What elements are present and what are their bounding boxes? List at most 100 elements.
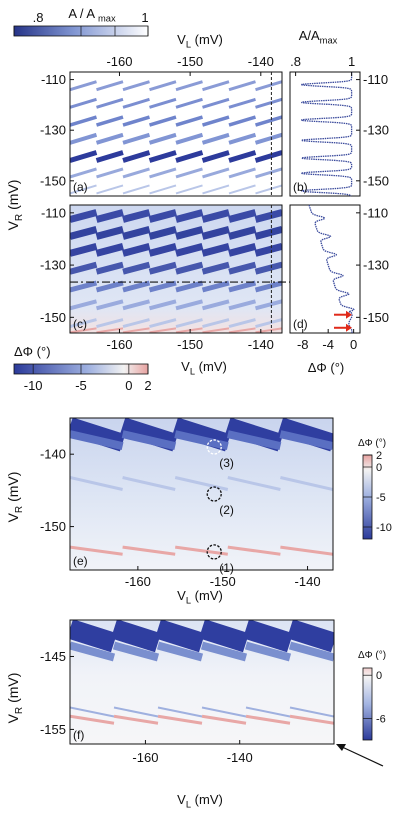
- panel-e-ridge-dark: [70, 418, 333, 452]
- panel-e-marker-label: (3): [219, 456, 234, 470]
- panel-a-tag: (a): [73, 180, 88, 194]
- panel-c-ridge: [70, 209, 282, 223]
- panel-f-pointer-arrow: [339, 745, 384, 767]
- colorbar-c-tick-label: 2: [144, 378, 151, 393]
- panel-a-background: [70, 72, 282, 196]
- colorbar-a-label: A / A max: [68, 6, 116, 24]
- panel-d-y-tick-label: -150: [363, 310, 389, 325]
- panel-c-ridge: [70, 318, 282, 329]
- panel-c-positive-ridge: [70, 327, 282, 333]
- panel-c-ridge: [70, 226, 282, 240]
- panel-d-arrow-head: [346, 323, 352, 332]
- panel-a-ridge: [70, 115, 282, 127]
- panel-a-ridge: [70, 167, 282, 179]
- panel-e-ridge-positive: [70, 545, 333, 556]
- panel-d-tag: (d): [293, 317, 308, 331]
- panel-f-ridge-positive: [70, 714, 334, 725]
- colorbar-c-tick-label: -10: [24, 378, 43, 393]
- panel-c-ridge: [70, 299, 282, 311]
- panel-d-y-tick-label: -130: [363, 258, 389, 273]
- panel-b-y-tick-label: -150: [363, 173, 389, 188]
- panels-ac-y-label: VR (mV): [5, 180, 25, 231]
- panel-f-ridge-light: [70, 706, 334, 718]
- panel-e-frame: [69, 417, 334, 571]
- panel-b-y-tick-label: -130: [363, 123, 389, 138]
- panel-e-marker-label: (1): [219, 561, 234, 575]
- panel-c-tag: (c): [73, 317, 87, 331]
- colorbar-c-label: ΔΦ (°): [14, 344, 51, 359]
- colorbar-f-tick-label: 0: [376, 670, 382, 682]
- panel-e-ridge-mid: [70, 430, 333, 450]
- panel-e-marker-label: (2): [219, 503, 234, 517]
- panel-e-x-tick-label: -160: [125, 574, 151, 589]
- panel-d-arrow-head: [346, 310, 352, 319]
- colorbar-e-tick-label: -10: [376, 522, 392, 534]
- panel-b-x-tick-label: .8: [290, 54, 301, 69]
- panel-f-frame: [69, 619, 335, 745]
- panel-a-x-tick-label: -160: [106, 54, 132, 69]
- panel-c-ridge: [70, 261, 282, 275]
- panel-f-ridge-dark: [70, 620, 334, 653]
- panel-f-y-tick-label: -145: [40, 649, 66, 664]
- panel-d-x-label: ΔΦ (°): [308, 360, 345, 375]
- panel-d-x-tick-label: -4: [322, 337, 334, 352]
- panel-b-x-tick-label: 1: [348, 54, 355, 69]
- colorbar-e-tick-label: -5: [376, 492, 386, 504]
- panel-a-x-tick-label: -150: [177, 54, 203, 69]
- panel-c-y-tick-label: -130: [40, 258, 66, 273]
- panel-e-ridge-light: [70, 476, 333, 491]
- panel-c-ridges: [70, 209, 282, 333]
- panel-c-y-tick-label: -110: [41, 205, 66, 220]
- panel-e-x-tick-label: -140: [295, 574, 321, 589]
- panel-a-ridge: [70, 150, 282, 163]
- panel-a-x-label: VL (mV): [177, 32, 223, 50]
- panel-a-ridge: [70, 80, 282, 92]
- panel-a-ridge: [70, 132, 282, 145]
- panel-b-x-label: A/Amax: [299, 28, 338, 46]
- panel-c-y-tick-label: -150: [40, 310, 66, 325]
- panel-a-ridge: [70, 97, 282, 109]
- panel-e-x-tick-label: -150: [210, 574, 236, 589]
- panel-f-y-label: VR (mV): [5, 673, 25, 724]
- panel-e-marker: [206, 544, 222, 560]
- panel-c-ridge: [70, 243, 282, 257]
- colorbar-a-tick-label: .8: [33, 10, 44, 25]
- panel-e-y-tick-label: -150: [40, 519, 66, 534]
- panel-a-y-tick-label: -150: [40, 173, 66, 188]
- colorbar-f: [362, 667, 373, 741]
- panel-f-y-tick-label: -155: [40, 722, 66, 737]
- panel-c-x-tick-label: -140: [248, 337, 274, 352]
- panel-f-ridges: [70, 620, 334, 725]
- panel-f-tag: (f): [73, 728, 84, 742]
- panel-e-y-tick-label: -140: [40, 447, 66, 462]
- panel-c-ridge: [70, 280, 282, 293]
- colorbar-a-tick-label: 1: [141, 10, 148, 25]
- panel-f-ridge-mid: [70, 641, 334, 662]
- colorbar-c-tick-label: -5: [75, 378, 87, 393]
- panel-d-frame: [289, 204, 361, 334]
- panel-c-x-tick-label: -150: [177, 337, 203, 352]
- panel-c-frame: [69, 204, 283, 334]
- panel-a-x-tick-label: -140: [248, 54, 274, 69]
- panel-a-y-tick-label: -110: [41, 72, 66, 87]
- panel-a-frame: [69, 71, 283, 197]
- panel-f-x-tick-label: -160: [132, 750, 158, 765]
- panel-e-marker: [206, 439, 222, 455]
- colorbar-f-tick-label: -6: [376, 713, 386, 725]
- panel-a-ridge: [70, 184, 282, 195]
- panel-a-y-tick-label: -130: [40, 123, 66, 138]
- panel-c-x-tick-label: -160: [106, 337, 132, 352]
- colorbar-f-label: ΔΦ (°): [358, 650, 386, 661]
- panel-f-x-tick-label: -140: [227, 750, 253, 765]
- panel-e-y-label: VR (mV): [5, 472, 25, 523]
- colorbar-e-tick-label: 0: [376, 462, 382, 474]
- panel-b-frame: [289, 71, 361, 197]
- colorbar-e-tick-label: 2: [376, 450, 382, 462]
- panel-b-curve: [301, 72, 353, 197]
- colorbar-c-tick-label: 0: [125, 378, 132, 393]
- colorbar-e-label: ΔΦ (°): [358, 438, 386, 449]
- panel-b-tag: (b): [293, 180, 308, 194]
- panel-e-tag: (e): [73, 554, 88, 568]
- panel-b-y-tick-label: -110: [363, 72, 388, 87]
